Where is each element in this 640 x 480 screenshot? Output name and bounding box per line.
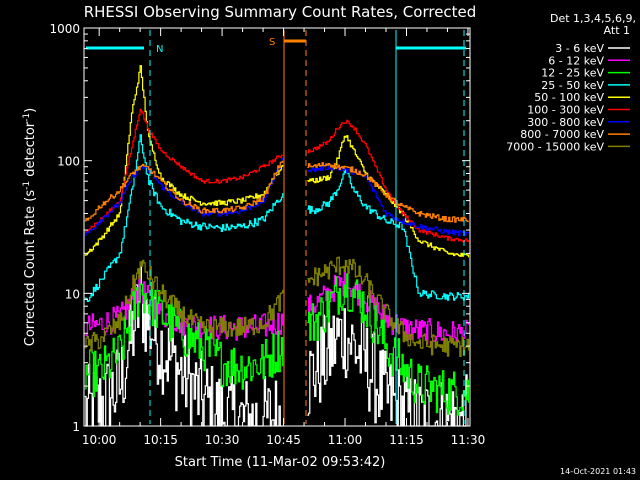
x-tick-label: 10:00 xyxy=(82,433,117,447)
series-800-7000-kev xyxy=(84,160,284,222)
series-300-800-kev xyxy=(84,157,284,236)
y-tick-label: 100 xyxy=(57,155,80,169)
annotation-n: N xyxy=(156,44,163,55)
series-layer xyxy=(84,65,469,427)
legend-label: 50 - 100 keV xyxy=(534,91,604,104)
x-tick-label: 10:15 xyxy=(143,433,178,447)
series-25-50-kev xyxy=(307,167,469,301)
series-12-25-kev xyxy=(307,273,469,416)
series-6-12-kev xyxy=(307,270,469,347)
legend-label: 3 - 6 keV xyxy=(555,42,604,55)
legend-header-att: Att 1 xyxy=(604,24,630,37)
series-12-25-kev xyxy=(84,281,284,398)
series-25-50-kev xyxy=(84,134,284,302)
x-tick-label: 10:30 xyxy=(205,433,240,447)
legend-label: 300 - 800 keV xyxy=(527,116,604,129)
legend-label: 800 - 7000 keV xyxy=(520,128,604,141)
series-7000-15000-kev xyxy=(307,256,469,357)
y-tick-label: 1 xyxy=(72,420,80,434)
legend-header: Det 1,3,4,5,6,9, xyxy=(550,12,636,25)
overlay-layer: NS xyxy=(86,30,466,424)
legend-label: 25 - 50 keV xyxy=(541,79,604,92)
x-tick-label: 11:15 xyxy=(389,433,424,447)
legend-label: 100 - 300 keV xyxy=(527,104,604,117)
legend-label: 6 - 12 keV xyxy=(548,54,604,67)
y-tick-label: 1000 xyxy=(49,22,80,36)
y-axis: 1 10 100 1000 xyxy=(49,22,470,434)
y-tick-label: 10 xyxy=(65,287,80,301)
x-tick-label: 11:00 xyxy=(328,433,363,447)
y-axis-label: Corrected Count Rate (s-1 detector-1) xyxy=(22,108,38,346)
legend-label: 12 - 25 keV xyxy=(541,67,604,80)
series-7000-15000-kev xyxy=(84,259,284,352)
series-3-6-kev xyxy=(307,308,469,427)
x-tick-label: 11:30 xyxy=(451,433,486,447)
series-50-100-kev xyxy=(84,65,284,256)
x-axis: 10:00 10:15 10:30 10:45 11:00 11:15 11:30 xyxy=(82,28,485,447)
series-800-7000-kev xyxy=(307,162,469,223)
legend-label: 7000 - 15000 keV xyxy=(506,140,604,153)
x-axis-label: Start Time (11-Mar-02 09:53:42) xyxy=(175,455,386,470)
plot-frame xyxy=(83,27,471,427)
annotation-s: S xyxy=(269,37,275,48)
chart-title: RHESSI Observing Summary Count Rates, Co… xyxy=(84,3,477,21)
footer-date: 14-Oct-2021 01:43 xyxy=(560,467,636,476)
x-tick-label: 10:45 xyxy=(266,433,301,447)
